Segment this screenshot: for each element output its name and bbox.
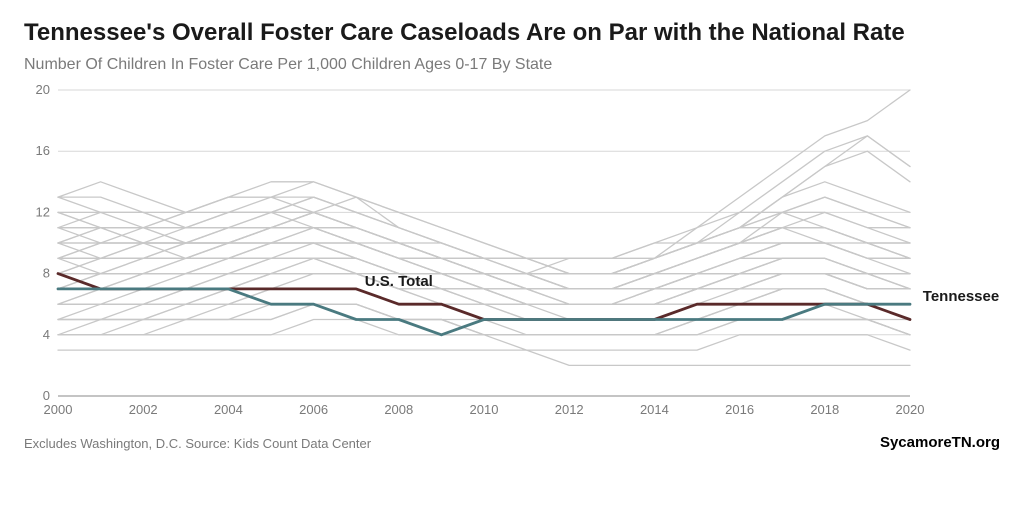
svg-text:2008: 2008 [384, 402, 413, 417]
svg-text:U.S. Total: U.S. Total [365, 273, 433, 290]
svg-text:20: 20 [36, 84, 50, 97]
svg-text:2016: 2016 [725, 402, 754, 417]
attribution: SycamoreTN.org [880, 434, 1000, 451]
svg-text:2002: 2002 [129, 402, 158, 417]
chart-title: Tennessee's Overall Foster Care Caseload… [24, 18, 1000, 48]
svg-text:4: 4 [43, 327, 50, 342]
svg-text:8: 8 [43, 266, 50, 281]
svg-text:0: 0 [43, 388, 50, 403]
svg-text:2004: 2004 [214, 402, 243, 417]
chart-footer: Excludes Washington, D.C. Source: Kids C… [24, 434, 1000, 451]
source-note: Excludes Washington, D.C. Source: Kids C… [24, 436, 371, 451]
svg-text:2020: 2020 [896, 402, 925, 417]
svg-text:2010: 2010 [470, 402, 499, 417]
svg-text:2014: 2014 [640, 402, 669, 417]
svg-text:2000: 2000 [44, 402, 73, 417]
svg-text:2012: 2012 [555, 402, 584, 417]
svg-text:2018: 2018 [810, 402, 839, 417]
line-chart: 0 4 8 12 16 20 2000 2002 2004 2006 2008 2010 2012 201… [24, 84, 1000, 424]
svg-text:16: 16 [36, 143, 50, 158]
svg-text:Tennessee: Tennessee [923, 288, 999, 305]
svg-text:2006: 2006 [299, 402, 328, 417]
svg-text:12: 12 [36, 204, 50, 219]
chart-subtitle: Number Of Children In Foster Care Per 1,… [24, 56, 1000, 74]
